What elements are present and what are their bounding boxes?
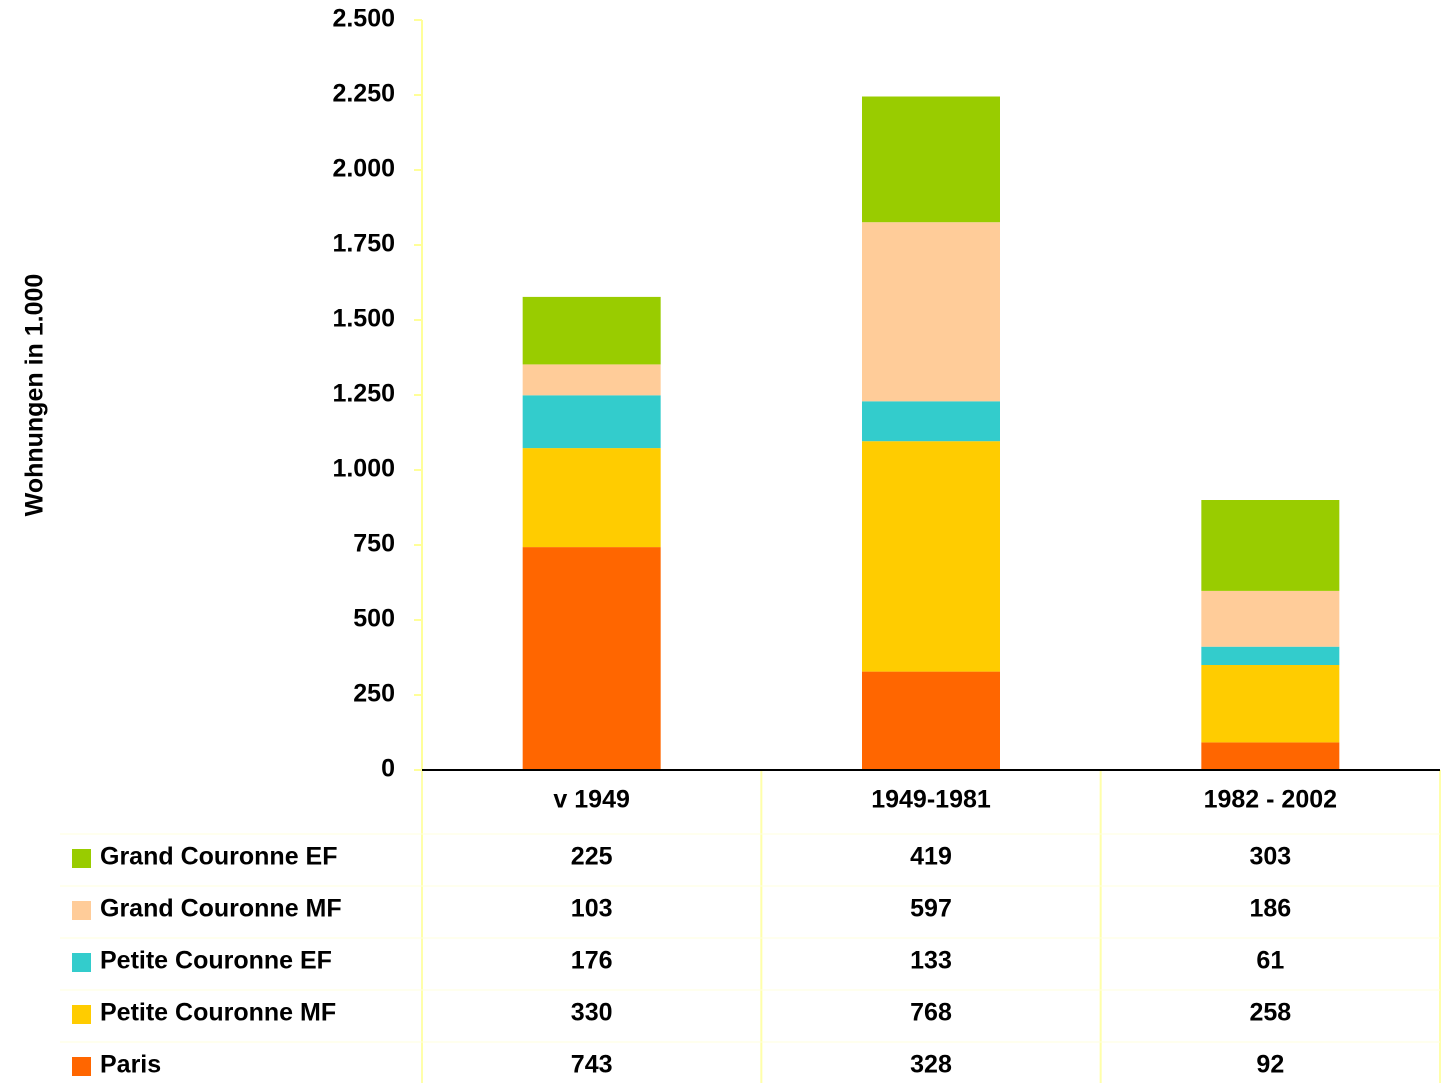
table-value: 328 [910, 1051, 952, 1079]
bar-segment [522, 395, 661, 449]
bar-segment [862, 671, 1000, 770]
bar-segment [522, 364, 661, 396]
bar-segment [862, 401, 1000, 442]
table-value: 597 [910, 895, 952, 923]
table-value: 225 [571, 843, 613, 871]
legend-swatch [72, 953, 91, 972]
table-value: 303 [1249, 843, 1291, 871]
x-tick-label: 1949-1981 [871, 786, 991, 814]
y-tick-label: 0 [381, 755, 395, 783]
y-tick-label: 1.000 [332, 455, 395, 483]
table-value: 103 [571, 895, 613, 923]
bar-segment [1201, 742, 1340, 770]
y-tick-label: 1.750 [332, 230, 395, 258]
bar-segment [1201, 500, 1340, 591]
bar-segment [522, 448, 661, 548]
bar-segment [862, 222, 1000, 402]
y-tick-label: 750 [353, 530, 395, 558]
legend-swatch [72, 901, 91, 920]
x-tick-label: 1982 - 2002 [1204, 786, 1337, 814]
bar-segment [522, 296, 661, 365]
table-value: 330 [571, 999, 613, 1027]
legend-label: Petite Couronne EF [100, 947, 332, 975]
table-value: 186 [1249, 895, 1291, 923]
table-value: 419 [910, 843, 952, 871]
y-tick-label: 1.250 [332, 380, 395, 408]
y-tick-label: 1.500 [332, 305, 395, 333]
legend-label: Grand Couronne MF [100, 895, 342, 923]
legend-swatch [72, 1057, 91, 1076]
table-value: 768 [910, 999, 952, 1027]
bar-segment [1201, 665, 1340, 743]
table-value: 258 [1249, 999, 1291, 1027]
legend-label: Grand Couronne EF [100, 843, 338, 871]
bar-segment [1201, 590, 1340, 647]
bar-segment [1201, 646, 1340, 665]
bar-segment [862, 96, 1000, 223]
y-tick-label: 250 [353, 680, 395, 708]
legend-label: Petite Couronne MF [100, 999, 336, 1027]
table-value: 176 [571, 947, 613, 975]
y-tick-label: 2.000 [332, 155, 395, 183]
table-value: 61 [1256, 947, 1284, 975]
table-value: 92 [1256, 1051, 1284, 1079]
legend-swatch [72, 1005, 91, 1024]
y-tick-label: 2.250 [332, 80, 395, 108]
table-value: 133 [910, 947, 952, 975]
x-tick-label: v 1949 [553, 786, 629, 814]
table-value: 743 [571, 1051, 613, 1079]
y-tick-label: 500 [353, 605, 395, 633]
legend-swatch [72, 849, 91, 868]
legend-label: Paris [100, 1051, 161, 1079]
bar-segment [522, 547, 661, 770]
y-axis-label: Wohnungen in 1.000 [21, 274, 49, 517]
bar-segment [862, 441, 1000, 672]
y-tick-label: 2.500 [332, 5, 395, 33]
